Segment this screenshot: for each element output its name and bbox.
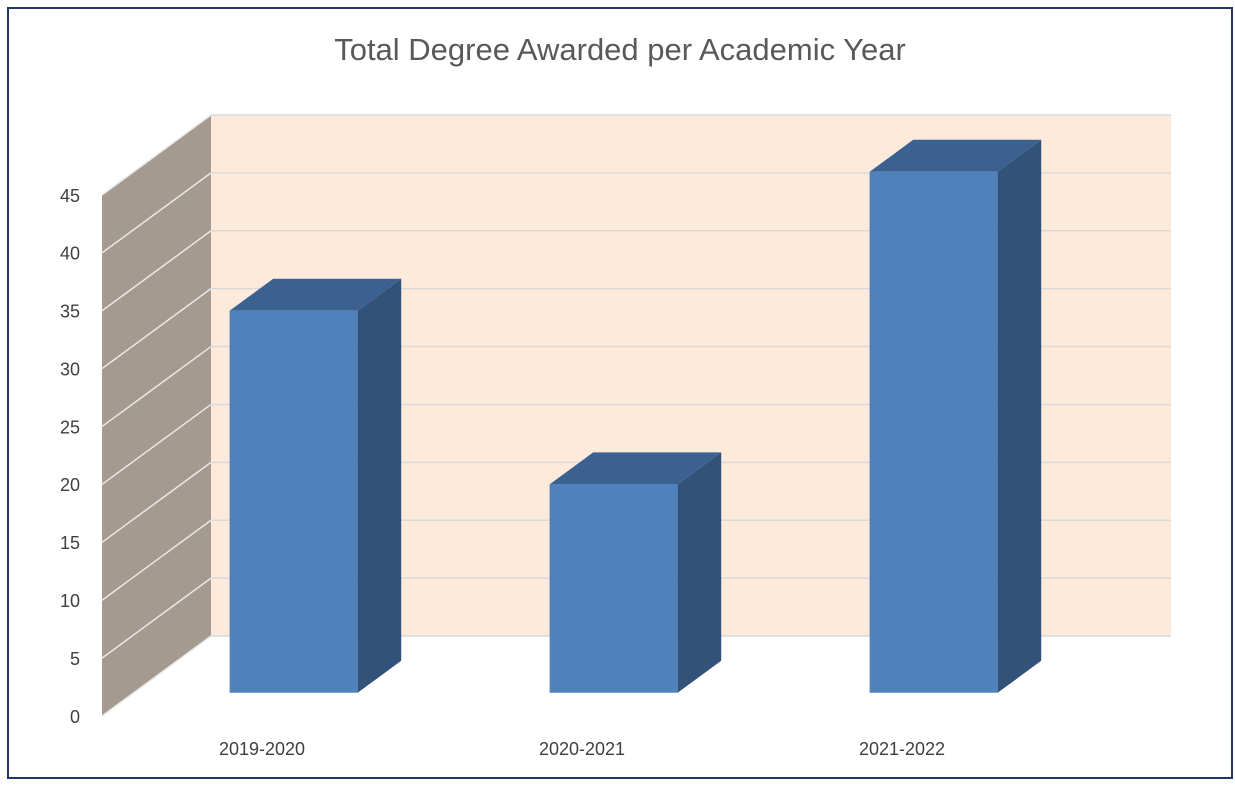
grid-line xyxy=(101,461,212,543)
y-tick-label: 5 xyxy=(70,649,80,669)
bar-side xyxy=(677,452,722,693)
y-tick-label: 0 xyxy=(70,707,80,727)
side-wall xyxy=(102,115,211,716)
grid-line xyxy=(101,345,212,428)
y-tick-label: 35 xyxy=(60,302,80,322)
bar-top xyxy=(549,452,722,485)
chart-title: Total Degree Awarded per Academic Year xyxy=(334,32,906,67)
grid-line xyxy=(101,172,212,254)
bar-side xyxy=(997,139,1042,693)
x-tick-label: 2019-2020 xyxy=(219,739,305,759)
y-tick-label: 20 xyxy=(60,475,80,495)
y-tick-label: 40 xyxy=(60,244,80,264)
x-tick-label: 2020-2021 xyxy=(539,739,625,759)
bar xyxy=(229,310,358,693)
y-tick-label: 15 xyxy=(60,533,80,553)
y-tick-label: 45 xyxy=(60,186,80,206)
grid-line xyxy=(101,230,212,312)
y-tick-label: 30 xyxy=(60,359,80,379)
bar-top xyxy=(229,278,402,311)
grid-line xyxy=(101,635,212,717)
grid-line xyxy=(101,114,212,196)
grid-line xyxy=(101,577,212,659)
bar-top xyxy=(869,139,1042,172)
y-tick-label: 25 xyxy=(60,417,80,437)
grid-line xyxy=(101,403,212,486)
bar-side xyxy=(357,278,402,693)
grid-line xyxy=(101,519,212,601)
x-tick-label: 2021-2022 xyxy=(859,739,945,759)
bar xyxy=(869,171,998,693)
grid-line xyxy=(101,288,212,370)
bar xyxy=(549,484,678,693)
y-tick-label: 10 xyxy=(60,591,80,611)
